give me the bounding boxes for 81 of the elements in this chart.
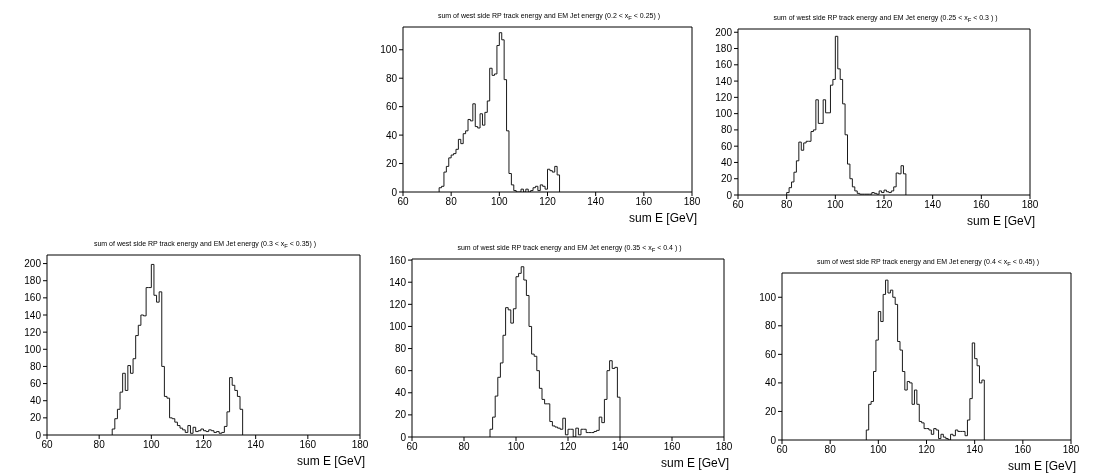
- x-tick-label: 80: [93, 439, 106, 451]
- x-tick-label: 80: [445, 196, 458, 208]
- y-tick-label: 0: [35, 429, 42, 441]
- y-tick-label: 180: [715, 43, 733, 55]
- y-tick-label: 40: [394, 387, 407, 399]
- x-tick-label: 160: [663, 441, 681, 453]
- x-tick-label: 140: [247, 439, 265, 451]
- y-tick-label: 0: [400, 431, 407, 443]
- x-tick-label: 120: [918, 444, 936, 456]
- x-tick-label: 60: [732, 199, 744, 211]
- y-tick-label: 140: [389, 276, 407, 288]
- y-tick-label: 60: [29, 378, 42, 390]
- y-tick-label: 60: [394, 365, 407, 377]
- y-tick-label: 80: [394, 343, 407, 355]
- x-tick-label: 120: [875, 199, 893, 211]
- x-tick-label: 160: [972, 199, 991, 211]
- y-tick-label: 100: [715, 108, 733, 120]
- x-tick-label: 160: [1014, 444, 1032, 456]
- y-tick-label: 40: [720, 157, 733, 168]
- y-tick-label: 80: [720, 124, 733, 136]
- x-tick-label: 60: [776, 444, 788, 456]
- x-tick-label: 160: [299, 439, 317, 451]
- y-tick-label: 60: [385, 101, 398, 113]
- y-tick-label: 180: [24, 275, 42, 287]
- x-tick-label: 80: [458, 441, 470, 453]
- y-tick-label: 120: [24, 326, 42, 338]
- x-tick-label: 140: [924, 199, 942, 211]
- x-tick-label: 180: [1021, 199, 1039, 211]
- x-tick-label: 140: [611, 441, 629, 453]
- y-tick-label: 160: [24, 292, 42, 304]
- x-tick-label: 60: [41, 439, 53, 451]
- y-tick-label: 80: [385, 72, 398, 84]
- y-tick-label: 140: [24, 309, 42, 321]
- x-axis-title: sum E [GeV]: [295, 453, 365, 469]
- y-tick-label: 20: [764, 406, 777, 417]
- y-tick-label: 0: [726, 189, 733, 201]
- y-tick-label: 140: [715, 75, 733, 87]
- x-tick-label: 180: [351, 439, 369, 451]
- y-tick-label: 0: [770, 434, 777, 446]
- x-tick-label: 100: [507, 441, 525, 453]
- x-axis-title: sum E [GeV]: [659, 455, 729, 471]
- y-tick-label: 80: [29, 360, 42, 372]
- x-tick-label: 120: [539, 196, 557, 208]
- x-tick-label: 100: [826, 199, 845, 211]
- x-tick-label: 120: [195, 439, 213, 451]
- y-tick-label: 100: [389, 320, 407, 332]
- y-tick-label: 200: [715, 26, 733, 38]
- y-tick-label: 40: [764, 377, 777, 389]
- x-tick-label: 60: [406, 441, 418, 453]
- y-tick-label: 100: [380, 44, 398, 56]
- y-tick-label: 20: [385, 158, 398, 170]
- x-tick-label: 100: [869, 444, 888, 456]
- y-tick-label: 0: [391, 186, 398, 198]
- x-tick-label: 80: [824, 444, 837, 456]
- y-tick-label: 100: [759, 291, 777, 303]
- y-tick-label: 20: [720, 173, 733, 185]
- x-tick-label: 100: [142, 439, 161, 451]
- y-tick-label: 120: [389, 298, 407, 310]
- x-tick-label: 160: [635, 196, 653, 208]
- x-tick-label: 80: [781, 199, 793, 211]
- y-tick-label: 40: [385, 129, 398, 141]
- y-tick-label: 80: [764, 320, 777, 332]
- y-tick-label: 20: [29, 412, 42, 424]
- y-tick-label: 60: [764, 348, 777, 360]
- x-tick-label: 120: [559, 441, 577, 453]
- y-tick-label: 40: [29, 395, 42, 407]
- x-axis-title: sum E [GeV]: [1006, 458, 1076, 474]
- y-tick-label: 200: [24, 258, 42, 270]
- y-tick-label: 160: [715, 59, 733, 71]
- y-tick-label: 60: [720, 140, 733, 152]
- x-axis-title: sum E [GeV]: [627, 210, 697, 226]
- y-tick-label: 120: [715, 91, 733, 103]
- y-tick-label: 20: [394, 409, 407, 421]
- x-axis-title: sum E [GeV]: [965, 213, 1035, 229]
- y-tick-label: 160: [389, 254, 407, 266]
- x-tick-label: 140: [966, 444, 984, 456]
- x-tick-label: 180: [683, 196, 701, 208]
- x-tick-label: 180: [1062, 444, 1080, 456]
- y-tick-label: 100: [24, 343, 42, 355]
- x-tick-label: 140: [587, 196, 605, 208]
- x-tick-label: 100: [490, 196, 509, 208]
